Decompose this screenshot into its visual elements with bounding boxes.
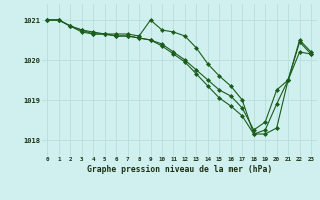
X-axis label: Graphe pression niveau de la mer (hPa): Graphe pression niveau de la mer (hPa)	[87, 165, 272, 174]
